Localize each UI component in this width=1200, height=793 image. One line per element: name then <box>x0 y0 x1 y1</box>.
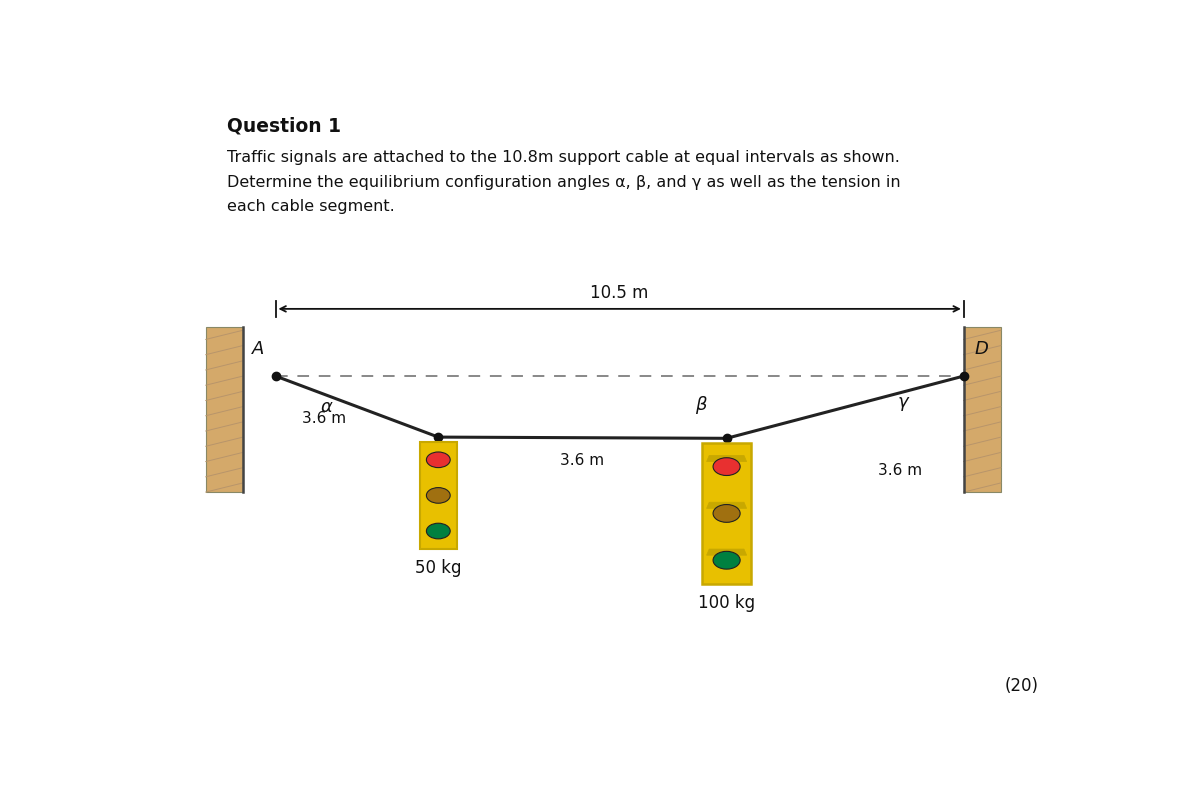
Circle shape <box>713 458 740 476</box>
Text: (20): (20) <box>1004 676 1038 695</box>
Circle shape <box>713 551 740 569</box>
Bar <box>702 443 751 584</box>
Text: Determine the equilibrium configuration angles α, β, and γ as well as the tensio: Determine the equilibrium configuration … <box>227 174 901 190</box>
Text: 50 kg: 50 kg <box>415 559 462 577</box>
Circle shape <box>426 452 450 468</box>
Text: Question 1: Question 1 <box>227 117 341 136</box>
Text: β: β <box>695 396 707 414</box>
Text: B: B <box>422 450 433 467</box>
Text: 3.6 m: 3.6 m <box>878 462 923 477</box>
Bar <box>964 328 1001 492</box>
Polygon shape <box>707 455 746 462</box>
Text: α: α <box>320 397 332 416</box>
Polygon shape <box>707 549 746 555</box>
Text: 3.6 m: 3.6 m <box>302 412 346 427</box>
Circle shape <box>426 488 450 504</box>
Text: A: A <box>252 339 264 358</box>
Text: Traffic signals are attached to the 10.8m support cable at equal intervals as sh: Traffic signals are attached to the 10.8… <box>227 150 900 165</box>
Text: γ: γ <box>898 393 908 411</box>
Text: 3.6 m: 3.6 m <box>560 453 605 468</box>
Text: C: C <box>731 450 743 469</box>
Text: 10.5 m: 10.5 m <box>590 284 649 301</box>
Text: D: D <box>974 339 989 358</box>
Bar <box>420 442 457 549</box>
Circle shape <box>426 523 450 539</box>
Bar <box>206 328 242 492</box>
Text: each cable segment.: each cable segment. <box>227 199 395 214</box>
Text: 100 kg: 100 kg <box>698 594 755 612</box>
Polygon shape <box>707 502 746 508</box>
Circle shape <box>713 504 740 523</box>
